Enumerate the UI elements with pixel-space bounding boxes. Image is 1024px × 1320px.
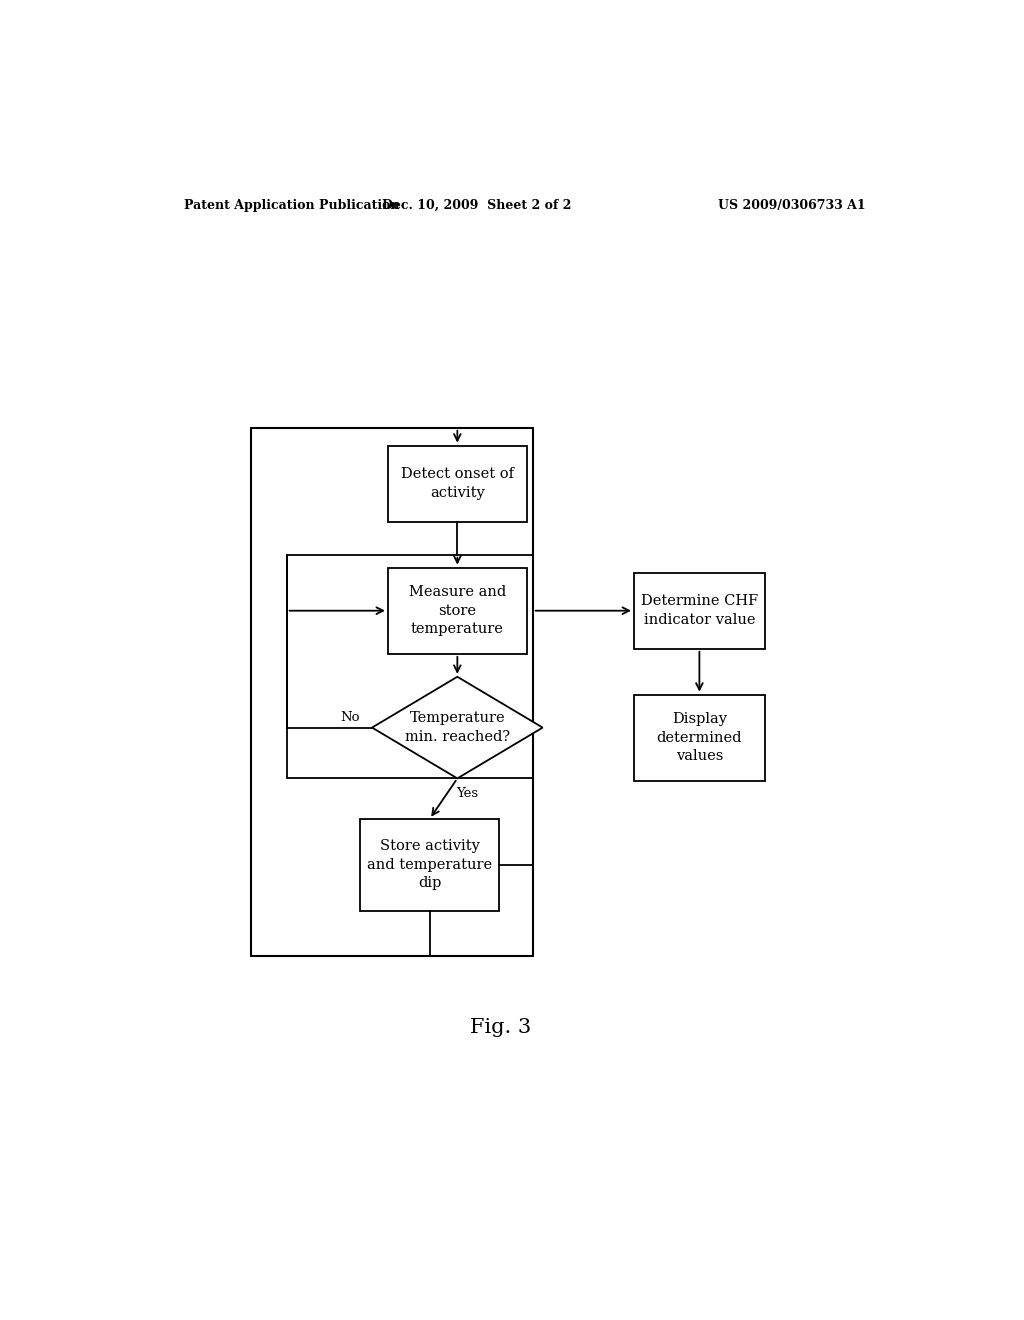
Bar — [634, 573, 765, 649]
Text: Measure and
store
temperature: Measure and store temperature — [409, 585, 506, 636]
Text: Detect onset of
activity: Detect onset of activity — [400, 467, 514, 500]
Bar — [388, 568, 526, 653]
Text: Display
determined
values: Display determined values — [656, 713, 742, 763]
Bar — [251, 428, 532, 956]
Bar — [388, 446, 526, 521]
Bar — [287, 554, 532, 779]
Text: No: No — [341, 711, 360, 723]
Text: Fig. 3: Fig. 3 — [470, 1018, 531, 1038]
Text: Yes: Yes — [456, 787, 478, 800]
Text: Store activity
and temperature
dip: Store activity and temperature dip — [367, 840, 493, 890]
Bar — [634, 694, 765, 781]
Polygon shape — [372, 677, 543, 779]
Text: Temperature
min. reached?: Temperature min. reached? — [404, 711, 510, 743]
Text: Patent Application Publication: Patent Application Publication — [183, 199, 399, 213]
Text: Determine CHF
indicator value: Determine CHF indicator value — [641, 594, 758, 627]
Text: US 2009/0306733 A1: US 2009/0306733 A1 — [719, 199, 866, 213]
Bar — [360, 818, 499, 911]
Text: Dec. 10, 2009  Sheet 2 of 2: Dec. 10, 2009 Sheet 2 of 2 — [383, 199, 571, 213]
